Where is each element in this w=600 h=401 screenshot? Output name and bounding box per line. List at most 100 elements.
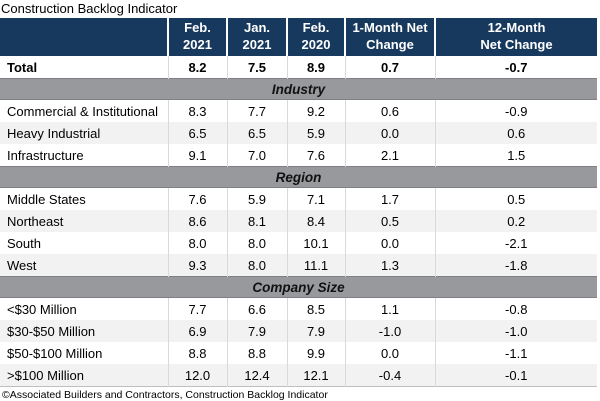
table-row: Infrastructure 9.1 7.0 7.6 2.1 1.5	[0, 144, 597, 167]
table-row: Northeast 8.6 8.1 8.4 0.5 0.2	[0, 210, 597, 232]
value-cell: 7.7	[226, 99, 287, 122]
value-cell: -0.1	[434, 364, 597, 387]
row-label: $50-$100 Million	[0, 342, 168, 364]
value-cell: 12.4	[226, 364, 287, 387]
value-cell: 8.0	[226, 232, 287, 254]
value-cell: 7.1	[286, 187, 345, 210]
value-cell: 7.9	[286, 320, 345, 342]
value-cell: 6.5	[226, 122, 287, 144]
value-cell: 0.5	[344, 210, 435, 232]
row-label: South	[0, 232, 168, 254]
value-cell: 0.0	[344, 122, 435, 144]
value-cell: 0.5	[434, 187, 597, 210]
value-cell: 12.1	[286, 364, 345, 387]
section-header: Region	[0, 166, 597, 188]
page-title: Construction Backlog Indicator	[1, 1, 178, 16]
value-cell: 8.4	[286, 210, 345, 232]
header-row: Feb. 2021 Jan. 2021 Feb. 2020 1-Month Net C…	[0, 18, 597, 56]
value-cell: 8.3	[167, 99, 227, 122]
column-header: Feb. 2021	[167, 18, 227, 56]
value-cell: 8.8	[167, 342, 227, 364]
value-cell: 2.1	[344, 144, 435, 167]
value-cell: 6.9	[167, 320, 227, 342]
value-cell: 8.8	[226, 342, 287, 364]
row-label: Northeast	[0, 210, 168, 232]
section-band-row: Industry	[0, 78, 597, 100]
table-row: Commercial & Institutional 8.3 7.7 9.2 0.6 -0…	[0, 99, 597, 122]
source-note: ©Associated Builders and Contractors, Co…	[2, 389, 328, 401]
row-label: Total	[0, 56, 168, 79]
value-cell: 8.1	[226, 210, 287, 232]
value-cell: 7.5	[226, 56, 287, 79]
section-band-row: Region	[0, 166, 597, 188]
column-header: Jan. 2021	[226, 18, 287, 56]
value-cell: -0.9	[434, 99, 597, 122]
value-cell: -1.8	[434, 254, 597, 277]
value-cell: 8.0	[226, 254, 287, 277]
row-label: >$100 Million	[0, 364, 168, 387]
row-label: <$30 Million	[0, 297, 168, 320]
table-row: Heavy Industrial 6.5 6.5 5.9 0.0 0.6	[0, 122, 597, 144]
value-cell: 9.1	[167, 144, 227, 167]
section-band-row: Company Size	[0, 276, 597, 298]
value-cell: 8.6	[167, 210, 227, 232]
row-label: West	[0, 254, 168, 277]
value-cell: 7.6	[286, 144, 345, 167]
table-header: Feb. 2021 Jan. 2021 Feb. 2020 1-Month Net C…	[0, 18, 597, 56]
value-cell: 9.3	[167, 254, 227, 277]
row-label: Commercial & Institutional	[0, 99, 168, 122]
value-cell: -1.1	[434, 342, 597, 364]
value-cell: 8.0	[167, 232, 227, 254]
value-cell: 1.1	[344, 297, 435, 320]
value-cell: 0.0	[344, 232, 435, 254]
value-cell: 7.0	[226, 144, 287, 167]
value-cell: 6.5	[167, 122, 227, 144]
value-cell: -1.0	[344, 320, 435, 342]
value-cell: 7.9	[226, 320, 287, 342]
value-cell: 8.9	[286, 56, 345, 79]
row-label: Infrastructure	[0, 144, 168, 167]
value-cell: -1.0	[434, 320, 597, 342]
value-cell: 5.9	[226, 187, 287, 210]
section-header: Industry	[0, 78, 597, 100]
value-cell: 7.7	[167, 297, 227, 320]
value-cell: -2.1	[434, 232, 597, 254]
table-row: >$100 Million 12.0 12.4 12.1 -0.4 -0.1	[0, 364, 597, 387]
value-cell: 9.2	[286, 99, 345, 122]
value-cell: 1.3	[344, 254, 435, 277]
value-cell: 1.5	[434, 144, 597, 167]
value-cell: 8.5	[286, 297, 345, 320]
table-row: South 8.0 8.0 10.1 0.0 -2.1	[0, 232, 597, 254]
value-cell: 9.9	[286, 342, 345, 364]
value-cell: 11.1	[286, 254, 345, 277]
value-cell: 7.6	[167, 187, 227, 210]
column-header: Feb. 2020	[286, 18, 345, 56]
table-row: $30-$50 Million 6.9 7.9 7.9 -1.0 -1.0	[0, 320, 597, 342]
value-cell: 0.7	[344, 56, 435, 79]
total-row: Total 8.2 7.5 8.9 0.7 -0.7	[0, 56, 597, 79]
value-cell: 10.1	[286, 232, 345, 254]
table-row: <$30 Million 7.7 6.6 8.5 1.1 -0.8	[0, 297, 597, 320]
row-label: Heavy Industrial	[0, 122, 168, 144]
value-cell: 1.7	[344, 187, 435, 210]
table-body: Total 8.2 7.5 8.9 0.7 -0.7 Industry Commercial …	[0, 56, 597, 387]
value-cell: 0.2	[434, 210, 597, 232]
value-cell: 0.6	[344, 99, 435, 122]
column-header: 12-Month Net Change	[434, 18, 597, 56]
value-cell: -0.7	[434, 56, 597, 79]
value-cell: 12.0	[167, 364, 227, 387]
value-cell: -0.4	[344, 364, 435, 387]
value-cell: 5.9	[286, 122, 345, 144]
row-label-header	[0, 18, 168, 56]
value-cell: -0.8	[434, 297, 597, 320]
value-cell: 0.0	[344, 342, 435, 364]
row-label: Middle States	[0, 187, 168, 210]
value-cell: 6.6	[226, 297, 287, 320]
row-label: $30-$50 Million	[0, 320, 168, 342]
table-row: Middle States 7.6 5.9 7.1 1.7 0.5	[0, 187, 597, 210]
section-header: Company Size	[0, 276, 597, 298]
value-cell: 8.2	[167, 56, 227, 79]
backlog-table: Feb. 2021 Jan. 2021 Feb. 2020 1-Month Net C…	[0, 18, 597, 387]
column-header: 1-Month Net Change	[344, 18, 435, 56]
